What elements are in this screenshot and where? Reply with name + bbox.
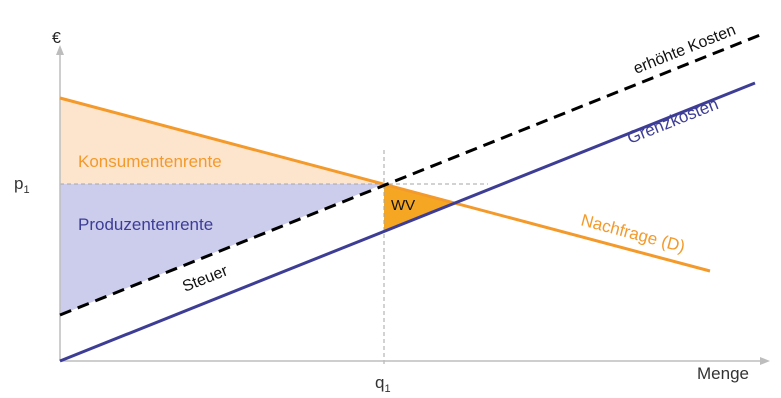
consumer-surplus-label: Konsumentenrente	[78, 152, 222, 171]
producer-surplus-label: Produzentenrente	[78, 215, 213, 234]
deadweight-loss-label: WV	[391, 197, 415, 214]
x-axis-label: Menge	[697, 364, 749, 383]
marginal-cost-line	[59, 81, 756, 363]
y-axis-arrowhead	[56, 45, 64, 55]
x-axis-arrowhead	[760, 357, 770, 365]
q1-tick-label: q1	[375, 373, 391, 395]
p1-tick-label: p1	[14, 174, 30, 196]
y-axis-label: €	[52, 30, 61, 47]
deadweight-loss-area	[384, 184, 452, 230]
marginal-cost-label: Grenzkosten	[624, 94, 721, 147]
tax-label: Steuer	[180, 262, 231, 296]
raised-cost-line	[59, 33, 761, 317]
